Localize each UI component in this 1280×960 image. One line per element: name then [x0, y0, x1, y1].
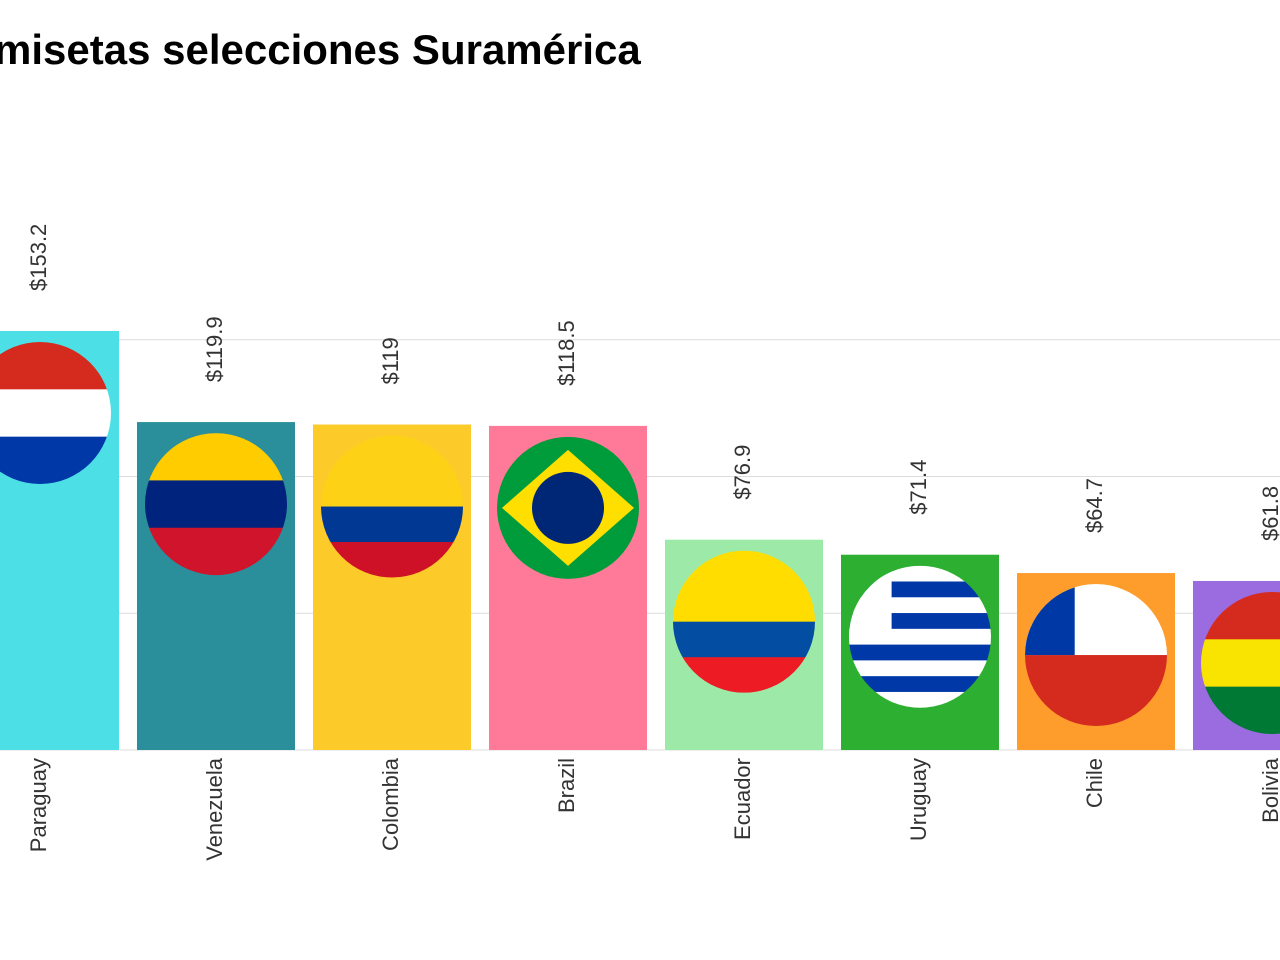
flag: [849, 565, 991, 708]
value-label: $118.5: [554, 320, 579, 386]
flag-stripe: [849, 644, 991, 661]
chart-title: misetas selecciones Suramérica: [0, 26, 641, 73]
x-tick-label: Bolivia: [1258, 757, 1280, 823]
flag-stripe: [849, 676, 991, 693]
flag-stripe: [849, 660, 991, 677]
flag-stripe: [145, 480, 287, 529]
flag: [0, 341, 111, 484]
x-tick-label: Colombia: [378, 757, 403, 851]
flag: [1025, 584, 1167, 727]
flag: [673, 550, 815, 693]
flag: [497, 436, 639, 579]
x-tick-label: Uruguay: [906, 758, 931, 841]
flag-stripe: [1201, 639, 1280, 688]
value-label: $76.9: [730, 445, 755, 500]
value-label: $64.7: [1082, 478, 1107, 533]
x-tick-label: Chile: [1082, 758, 1107, 808]
flag-shape: [532, 471, 604, 544]
flag-stripe: [321, 506, 463, 543]
flag: [321, 435, 463, 578]
value-label: $119.9: [202, 316, 227, 382]
x-tick-label: Ecuador: [730, 758, 755, 840]
x-tick-label: Paraguay: [26, 758, 51, 852]
value-label: $61.8: [1258, 486, 1280, 541]
value-label: $119: [378, 337, 403, 384]
flag-stripe: [673, 621, 815, 658]
x-tick-label: Venezuela: [202, 757, 227, 861]
flag-stripe: [0, 389, 111, 438]
x-tick-label: Brazil: [554, 758, 579, 813]
flag: [145, 433, 287, 576]
value-label: $153.2: [26, 224, 51, 291]
value-label: $71.4: [906, 460, 931, 515]
